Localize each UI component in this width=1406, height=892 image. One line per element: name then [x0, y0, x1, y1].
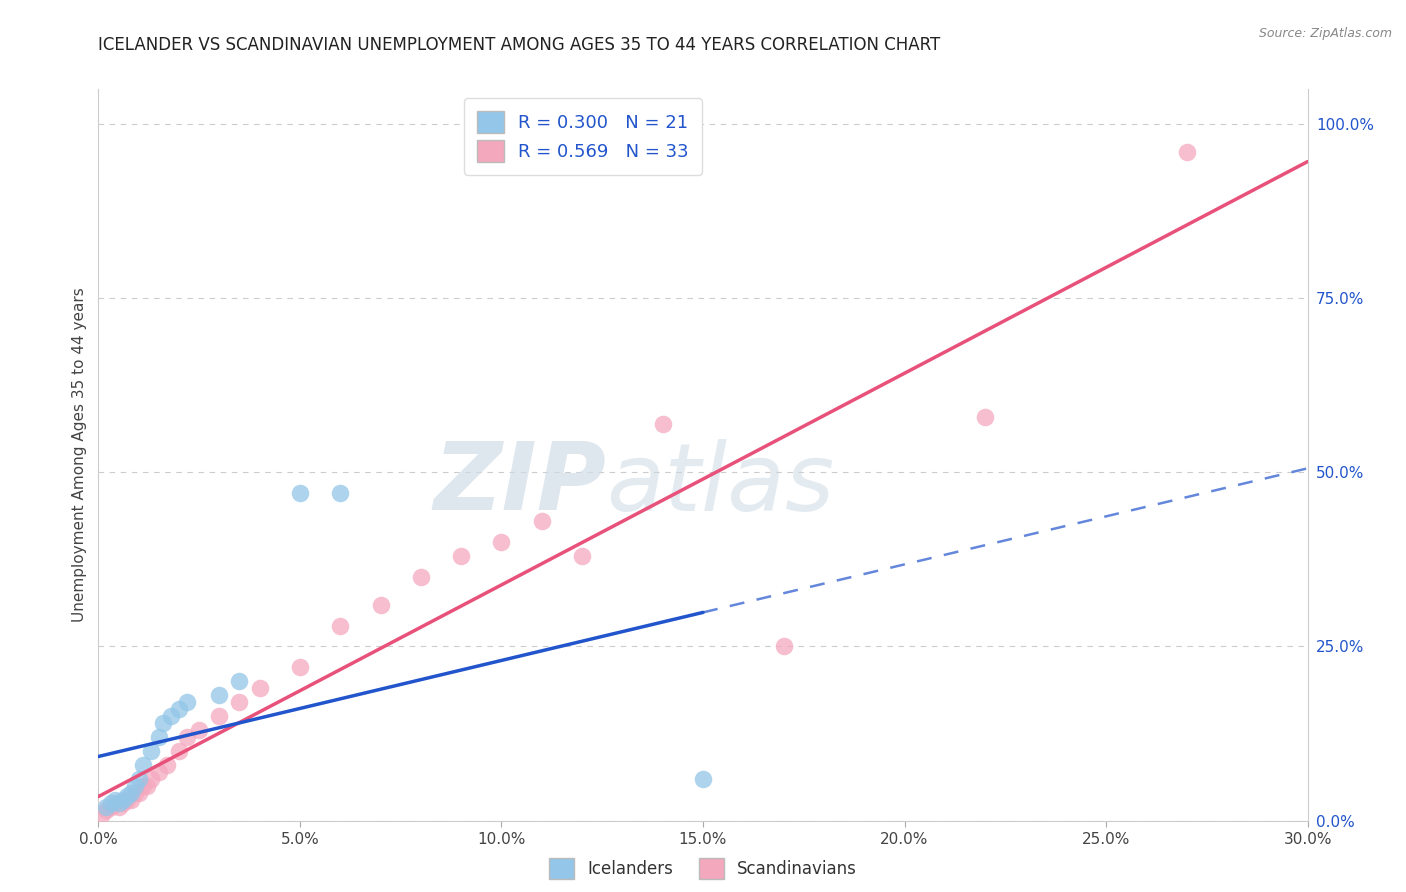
Point [571, 549, 593, 563]
Point [152, 716, 174, 731]
Point [128, 772, 150, 786]
Point [156, 758, 179, 772]
Point [176, 695, 198, 709]
Point [135, 779, 157, 793]
Point [96, 803, 118, 817]
Point [132, 758, 155, 772]
Point [139, 772, 162, 786]
Point [329, 486, 352, 500]
Point [450, 549, 472, 563]
Point [491, 535, 513, 549]
Point [103, 796, 125, 810]
Point [148, 764, 170, 779]
Point [188, 723, 211, 737]
Y-axis label: Unemployment Among Ages 35 to 44 years: Unemployment Among Ages 35 to 44 years [72, 287, 87, 623]
Point [107, 796, 129, 810]
Point [772, 640, 794, 654]
Point [100, 796, 122, 810]
Point [249, 681, 271, 696]
Point [651, 417, 673, 431]
Point [329, 618, 352, 632]
Point [96, 799, 118, 814]
Point [124, 786, 146, 800]
Text: ZIP: ZIP [433, 438, 606, 530]
Point [103, 793, 125, 807]
Point [120, 786, 142, 800]
Point [288, 660, 311, 674]
Point [128, 786, 150, 800]
Text: Source: ZipAtlas.com: Source: ZipAtlas.com [1258, 27, 1392, 40]
Point [111, 793, 134, 807]
Point [167, 744, 190, 758]
Point [1175, 145, 1198, 159]
Point [288, 486, 311, 500]
Point [974, 409, 997, 424]
Point [139, 744, 162, 758]
Point [409, 570, 432, 584]
Point [124, 779, 146, 793]
Point [115, 793, 138, 807]
Point [228, 674, 250, 689]
Text: atlas: atlas [606, 439, 835, 530]
Point [100, 799, 122, 814]
Point [167, 702, 190, 716]
Point [208, 688, 231, 702]
Point [370, 598, 392, 612]
Point [176, 730, 198, 744]
Point [132, 779, 155, 793]
Point [692, 772, 714, 786]
Point [111, 796, 134, 810]
Point [120, 793, 142, 807]
Point [91, 806, 114, 821]
Point [530, 514, 553, 528]
Legend: Icelanders, Scandinavians: Icelanders, Scandinavians [543, 852, 863, 886]
Point [115, 789, 138, 804]
Text: ICELANDER VS SCANDINAVIAN UNEMPLOYMENT AMONG AGES 35 TO 44 YEARS CORRELATION CHA: ICELANDER VS SCANDINAVIAN UNEMPLOYMENT A… [98, 36, 941, 54]
Point [208, 709, 231, 723]
Point [148, 730, 170, 744]
Point [228, 695, 250, 709]
Point [160, 709, 183, 723]
Point [107, 799, 129, 814]
